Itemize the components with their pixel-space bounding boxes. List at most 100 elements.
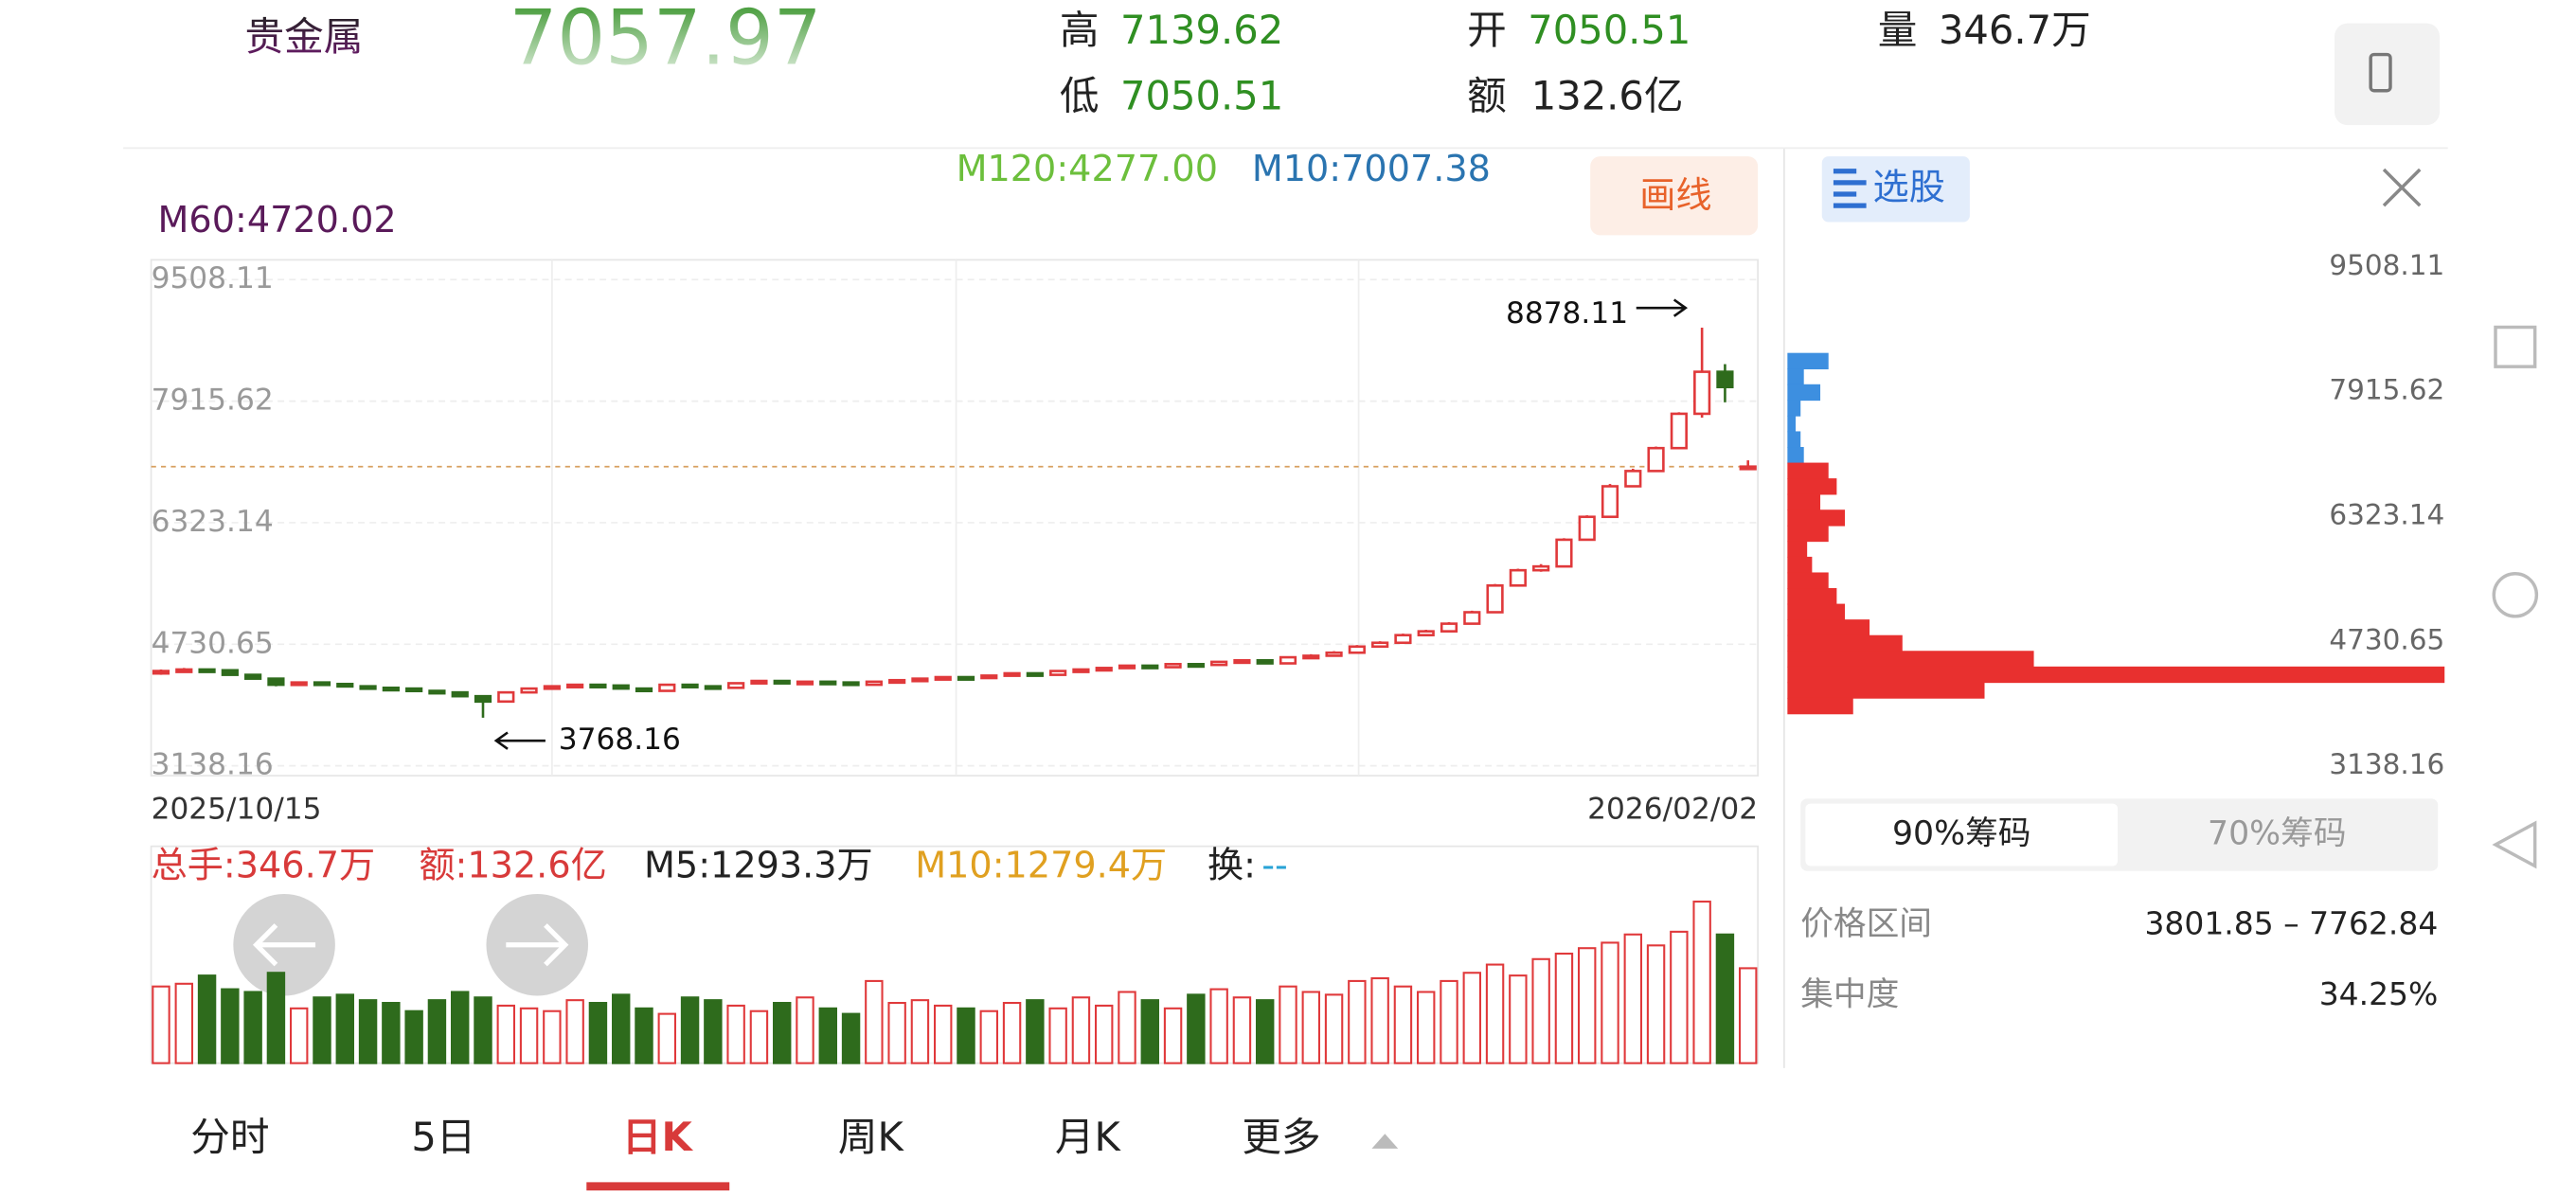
candle-body [1279,655,1297,665]
candle-body [1647,446,1665,473]
volume-bar [749,1009,769,1064]
chip-bar [1787,666,2445,684]
candle-body [1164,663,1182,669]
tab[interactable]: 日K [622,1114,694,1160]
chip-bar [1787,400,1801,417]
vol-amount: 额:132.6亿 [419,845,606,886]
volume-bar [1715,933,1735,1064]
candle-body [359,685,377,690]
tab[interactable]: 5日 [411,1114,475,1160]
volume-label: 量 [1878,7,1918,53]
volume-bar [1301,991,1320,1064]
chip-bar [1787,368,1804,385]
candle-body [382,687,400,692]
nav-home[interactable] [2492,571,2539,618]
volume-bar [174,982,193,1064]
range-value: 3801.85 – 7762.84 [2144,904,2438,941]
tab[interactable]: 更多 [1242,1114,1320,1160]
volume-bar [1209,988,1228,1064]
concentration-value: 34.25% [2319,975,2439,1012]
low-arrow [493,731,546,750]
volume-bar [1187,993,1206,1064]
tab[interactable]: 月K [1055,1114,1122,1160]
candle-body [980,674,998,680]
stock-pick-label: 选股 [1873,166,1945,207]
volume-bar [404,1009,423,1064]
volume-bar [1255,999,1275,1064]
chip-bar [1787,697,1853,715]
chip-bar [1787,493,1821,511]
candle-body [635,687,653,693]
volume-bar [1462,972,1481,1064]
volume-bar [612,993,631,1064]
chip-bar [1787,603,1846,620]
draw-button[interactable] [1590,156,1759,236]
candle-body [1486,583,1504,614]
candle-body [497,690,515,704]
vol-ma5: M5:1293.3万 [644,845,873,886]
prev-arrow [252,923,316,967]
vol-total: 总手:346.7万 [152,845,376,886]
device-button[interactable] [2334,23,2441,126]
volume-bar [680,996,700,1064]
candle-body [681,683,699,688]
y-tick-label: 9508.11 [152,261,274,295]
candle-body [612,684,630,690]
volume-bar [335,993,354,1064]
nav-back[interactable] [2492,820,2537,869]
chip-bar [1787,384,1821,402]
candle-body [704,685,722,690]
chip-tab-active[interactable] [1805,803,2119,866]
concentration-label: 集中度 [1800,976,1899,1014]
volume-bar [290,1007,309,1064]
turnover-label: 换: [1208,845,1256,886]
volume-value: 346.7万 [1939,7,2091,53]
candle-body [267,677,285,687]
candle-body [1739,465,1757,471]
y-tick-label: 7915.62 [152,384,274,418]
volume-bar [427,999,447,1064]
candle-body [750,679,768,685]
candle-body [290,681,308,687]
y-tick-label: 3138.16 [152,748,274,782]
tab[interactable]: 周K [838,1114,905,1160]
volume-bar [1095,1004,1114,1064]
chip-bar [1787,588,1837,605]
volume-frame [150,845,1759,1064]
nav-recent[interactable] [2494,325,2537,368]
last-price: 7057.97 [510,0,822,81]
tab[interactable]: 分时 [190,1114,269,1160]
volume-bar [979,1009,998,1064]
high-label: 高 [1060,7,1100,53]
y2-tick-label: 9508.11 [2329,249,2444,281]
volume-bar [773,1002,792,1064]
candle-body [152,670,170,675]
low-label: 低 [1060,72,1100,118]
volume-bar [1670,930,1689,1064]
ma60-label: M60:4720.02 [158,199,397,241]
candle-body [428,689,446,695]
volume-bar [243,991,262,1064]
volume-bar [1324,993,1344,1064]
volume-bar [496,1004,515,1064]
low-annotation: 3768.16 [559,723,681,757]
candle-body [1532,564,1550,572]
ma120-label: M120:4277.00 [957,148,1218,189]
candle-body [336,682,354,688]
close-button[interactable] [2382,168,2422,207]
candle-body [773,679,791,685]
candle-body [1417,630,1435,636]
chip-tab[interactable]: 90%筹码 [1892,815,2030,853]
chip-tab[interactable]: 70%筹码 [2208,815,2346,853]
y-tick-label: 6323.14 [152,505,274,539]
volume-bar [588,1002,608,1064]
volume-bar [1370,976,1389,1064]
candle-body [1233,658,1251,665]
candle-body [1716,370,1734,389]
candle-body [451,690,469,698]
candle-body [1509,568,1527,587]
candle-body [520,687,538,694]
candle-body [1095,667,1113,672]
x-end-date: 2026/02/02 [1587,793,1758,827]
volume-bar [1163,1007,1183,1064]
